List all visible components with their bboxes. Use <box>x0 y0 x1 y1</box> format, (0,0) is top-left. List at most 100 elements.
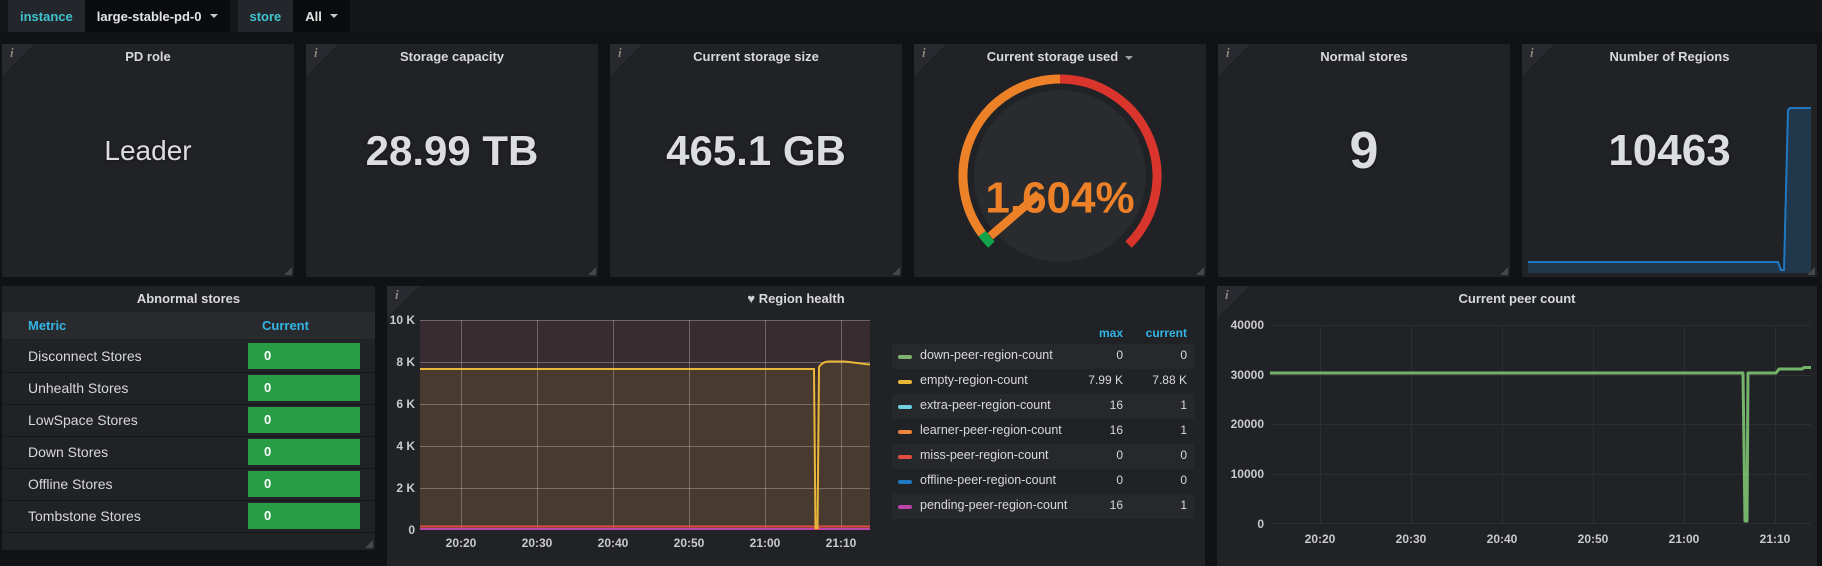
panel-title[interactable]: Number of Regions <box>1609 49 1730 64</box>
series-max: 7.99 K <box>1088 373 1123 387</box>
info-icon[interactable]: i <box>1225 287 1229 302</box>
info-icon[interactable]: i <box>1530 45 1534 60</box>
heart-icon: ♥ <box>747 291 756 306</box>
legend-item: pending-peer-region-count 16 1 <box>892 494 1194 519</box>
variable-store-dropdown[interactable]: All <box>293 0 350 32</box>
series-current: 1 <box>1180 498 1187 512</box>
value-text: 0 <box>264 412 272 427</box>
singlestat-value: 9 <box>1349 122 1379 181</box>
series-color-icon <box>898 430 912 434</box>
panel-title[interactable]: Abnormal stores <box>136 291 241 306</box>
variable-store-value: All <box>305 8 322 24</box>
table-header: Metric Current <box>2 312 375 339</box>
resize-handle[interactable] <box>365 540 373 548</box>
gauge-value: 1.604% <box>985 174 1134 223</box>
y-tick: 8 K <box>396 355 415 369</box>
y-tick: 10000 <box>1230 467 1264 481</box>
resize-handle[interactable] <box>1807 267 1815 275</box>
series-color-icon <box>898 455 912 459</box>
legend-col-max[interactable]: max <box>1098 326 1123 340</box>
series-label[interactable]: pending-peer-region-count <box>920 498 1068 512</box>
panel-info-corner <box>914 44 946 76</box>
panel-title[interactable]: Current storage used <box>914 49 1206 64</box>
resize-handle[interactable] <box>1196 267 1204 275</box>
info-icon[interactable]: i <box>922 45 926 60</box>
panel-title[interactable]: ♥ Region health <box>387 291 1205 306</box>
panel-title[interactable]: Normal stores <box>1320 49 1408 64</box>
x-tick: 20:50 <box>1577 532 1609 546</box>
series-current: 0 <box>1180 448 1187 462</box>
variable-instance: instance large-stable-pd-0 <box>8 0 230 32</box>
info-icon[interactable]: i <box>395 287 399 302</box>
y-tick: 6 K <box>396 397 415 411</box>
table-row: Disconnect Stores 0 <box>2 340 375 373</box>
resize-handle[interactable] <box>1500 267 1508 275</box>
regions-sparkline <box>1528 107 1811 273</box>
panel-title[interactable]: Storage capacity <box>399 49 505 64</box>
value-cell: 0 <box>248 503 360 529</box>
value-text: 0 <box>264 348 272 363</box>
panel-current-storage-size: i Current storage size 465.1 GB <box>610 44 902 277</box>
panel-info-corner <box>306 44 338 76</box>
column-header-metric[interactable]: Metric <box>28 318 67 333</box>
variable-store: store All <box>237 0 350 32</box>
series-label[interactable]: down-peer-region-count <box>920 348 1053 362</box>
value-cell: 0 <box>248 343 360 369</box>
y-tick: 20000 <box>1230 417 1264 431</box>
metric-label: Tombstone Stores <box>28 508 141 524</box>
x-tick: 21:00 <box>749 536 781 550</box>
panel-current-storage-used: i Current storage used 1.604% <box>914 44 1206 277</box>
x-tick: 20:40 <box>1486 532 1518 546</box>
table-row: Down Stores 0 <box>2 436 375 469</box>
value-cell: 0 <box>248 407 360 433</box>
panel-info-corner <box>610 44 642 76</box>
y-tick: 40000 <box>1230 318 1264 332</box>
gauge-needle <box>987 190 1042 240</box>
peer-count-chart[interactable] <box>1270 325 1811 524</box>
column-header-current[interactable]: Current <box>262 318 309 333</box>
series-label[interactable]: learner-peer-region-count <box>920 423 1062 437</box>
table-row: Offline Stores 0 <box>2 468 375 501</box>
series-label[interactable]: offline-peer-region-count <box>920 473 1056 487</box>
x-tick: 20:30 <box>1395 532 1427 546</box>
info-icon[interactable]: i <box>1226 45 1230 60</box>
resize-handle[interactable] <box>284 267 292 275</box>
panel-title[interactable]: PD role <box>125 49 171 64</box>
series-label[interactable]: empty-region-count <box>920 373 1028 387</box>
info-icon[interactable]: i <box>314 45 318 60</box>
panel-info-corner <box>387 286 419 318</box>
x-tick: 20:20 <box>1304 532 1336 546</box>
series-label[interactable]: miss-peer-region-count <box>920 448 1049 462</box>
x-tick: 21:10 <box>825 536 857 550</box>
variable-instance-dropdown[interactable]: large-stable-pd-0 <box>84 0 230 32</box>
panel-title[interactable]: Current peer count <box>1458 291 1576 306</box>
singlestat-value: 28.99 TB <box>365 127 539 175</box>
legend-col-current[interactable]: current <box>1145 326 1187 340</box>
variable-instance-label: instance <box>8 0 85 32</box>
resize-handle[interactable] <box>588 267 596 275</box>
series-current: 0 <box>1180 473 1187 487</box>
info-icon[interactable]: i <box>10 45 14 60</box>
x-tick: 21:00 <box>1668 532 1700 546</box>
legend-item: empty-region-count 7.99 K 7.88 K <box>892 369 1194 394</box>
series-label[interactable]: extra-peer-region-count <box>920 398 1051 412</box>
variable-instance-value: large-stable-pd-0 <box>96 8 202 24</box>
panel-title[interactable]: Current storage size <box>693 49 819 64</box>
value-text: 0 <box>264 508 272 523</box>
x-tick: 20:50 <box>673 536 705 550</box>
metric-label: LowSpace Stores <box>28 412 138 428</box>
panel-title-text: Region health <box>758 291 845 306</box>
info-icon[interactable]: i <box>618 45 622 60</box>
storage-used-gauge: 1.604% <box>958 74 1162 262</box>
y-tick: 0 <box>408 523 415 537</box>
region-health-chart[interactable] <box>420 320 870 530</box>
panel-number-of-regions: i Number of Regions 10463 <box>1522 44 1817 277</box>
x-tick: 20:40 <box>597 536 629 550</box>
singlestat-value: 10463 <box>1608 126 1731 176</box>
metric-label: Down Stores <box>28 444 109 460</box>
legend-item: learner-peer-region-count 16 1 <box>892 419 1194 444</box>
legend-item: offline-peer-region-count 0 0 <box>892 469 1194 494</box>
resize-handle[interactable] <box>892 267 900 275</box>
metric-label: Disconnect Stores <box>28 348 142 364</box>
variable-store-label: store <box>237 0 294 32</box>
